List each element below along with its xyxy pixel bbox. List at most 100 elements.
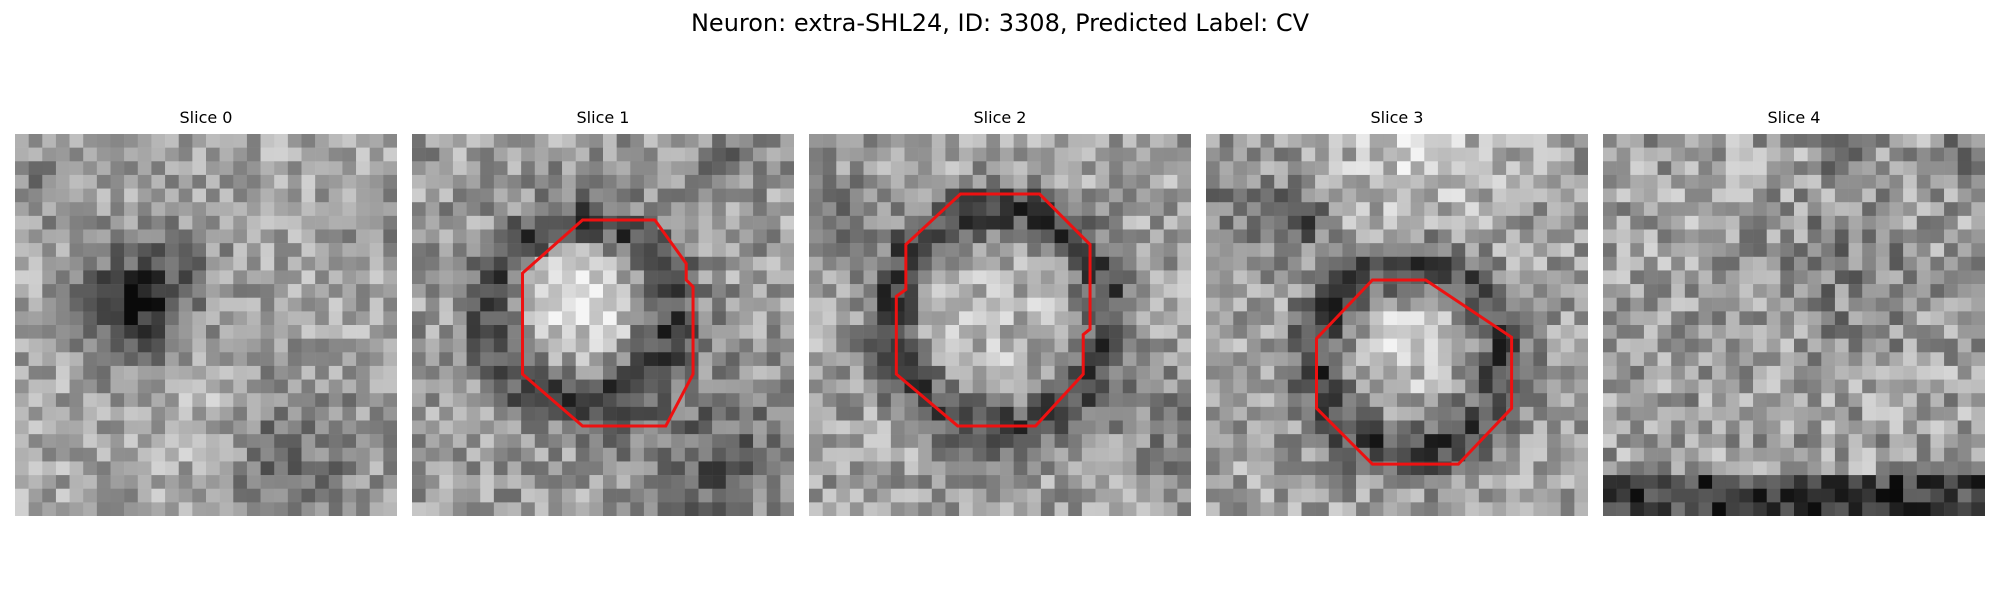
pixel xyxy=(753,270,767,285)
pixel xyxy=(972,502,987,516)
pixel xyxy=(28,134,43,148)
pixel xyxy=(42,147,57,162)
pixel xyxy=(1671,393,1686,408)
pixel xyxy=(124,188,139,203)
pixel xyxy=(1206,475,1220,489)
pixel xyxy=(1739,297,1754,312)
pixel xyxy=(1794,365,1808,380)
pixel xyxy=(1684,434,1699,449)
pixel xyxy=(1315,365,1330,380)
pixel xyxy=(1163,243,1178,258)
pixel xyxy=(630,215,645,230)
pixel xyxy=(1643,284,1658,298)
pixel xyxy=(1260,352,1275,367)
pixel xyxy=(452,202,467,217)
pixel xyxy=(1274,461,1289,476)
pixel xyxy=(287,475,302,489)
pixel xyxy=(1862,420,1877,435)
pixel xyxy=(1206,461,1220,476)
pixel xyxy=(1122,215,1137,230)
pixel xyxy=(507,420,522,435)
pixel xyxy=(836,256,851,271)
pixel xyxy=(1671,338,1686,353)
pixel xyxy=(1957,365,1972,380)
pixel xyxy=(1465,475,1480,489)
pixel xyxy=(301,325,316,339)
pixel xyxy=(1492,147,1507,162)
pixel xyxy=(1122,461,1137,476)
pixel xyxy=(863,447,878,462)
pixel xyxy=(1971,202,1985,217)
pixel xyxy=(1739,365,1754,380)
pixel xyxy=(1260,311,1275,326)
pixel xyxy=(1410,393,1425,408)
pixel xyxy=(1807,447,1822,462)
pixel xyxy=(1834,256,1849,271)
pixel xyxy=(1698,475,1713,489)
pixel xyxy=(1122,147,1137,162)
pixel xyxy=(69,147,84,162)
pixel xyxy=(1684,243,1699,258)
pixel xyxy=(192,270,207,285)
pixel xyxy=(1643,311,1658,326)
pixel xyxy=(1547,461,1561,476)
pixel xyxy=(1766,338,1781,353)
pixel xyxy=(1848,202,1863,217)
pixel xyxy=(657,475,672,489)
pixel xyxy=(42,325,57,339)
pixel xyxy=(1163,352,1178,367)
pixel xyxy=(55,475,70,489)
pixel xyxy=(1397,202,1411,217)
pixel xyxy=(55,365,70,380)
pixel xyxy=(507,502,522,516)
pixel xyxy=(589,406,604,421)
pixel xyxy=(42,202,57,217)
pixel xyxy=(1560,243,1575,258)
pixel xyxy=(684,461,699,476)
pixel xyxy=(1616,229,1631,244)
pixel xyxy=(192,325,207,339)
pixel xyxy=(739,393,754,408)
pixel xyxy=(466,475,481,489)
pixel xyxy=(959,161,973,176)
pixel xyxy=(1519,188,1534,203)
pixel xyxy=(1437,352,1452,367)
pixel xyxy=(493,311,508,326)
pixel xyxy=(1506,188,1521,203)
pixel xyxy=(1465,406,1480,421)
pixel xyxy=(1109,461,1124,476)
pixel xyxy=(124,202,139,217)
pixel xyxy=(1643,461,1658,476)
pixel xyxy=(383,202,397,217)
pixel xyxy=(96,229,111,244)
pixel xyxy=(548,461,563,476)
pixel xyxy=(315,202,330,217)
pixel xyxy=(630,475,645,489)
pixel xyxy=(945,393,960,408)
pixel xyxy=(1753,134,1767,148)
pixel xyxy=(1136,447,1151,462)
pixel xyxy=(137,352,152,367)
pixel xyxy=(1301,488,1316,503)
pixel xyxy=(1260,365,1275,380)
pixel xyxy=(15,215,29,230)
pixel xyxy=(260,338,275,353)
pixel xyxy=(439,311,454,326)
pixel xyxy=(849,161,864,176)
pixel xyxy=(1971,311,1985,326)
pixel xyxy=(178,161,193,176)
pixel xyxy=(1177,147,1191,162)
pixel xyxy=(1301,161,1316,176)
pixel xyxy=(493,365,508,380)
pixel xyxy=(643,297,658,312)
pixel xyxy=(698,284,713,298)
pixel xyxy=(83,147,98,162)
pixel xyxy=(1122,502,1137,516)
pixel xyxy=(1616,284,1631,298)
pixel xyxy=(534,147,549,162)
pixel xyxy=(55,284,70,298)
pixel xyxy=(1643,352,1658,367)
pixel xyxy=(1437,174,1452,189)
pixel xyxy=(1233,270,1248,285)
pixel xyxy=(1219,174,1234,189)
